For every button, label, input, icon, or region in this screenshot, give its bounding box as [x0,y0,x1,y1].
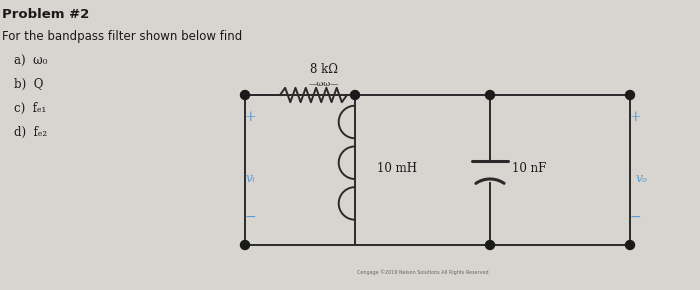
Circle shape [351,90,360,99]
Text: Cengage ©2019 Nelson Solutions All Rights Reserved: Cengage ©2019 Nelson Solutions All Right… [357,269,489,275]
Text: −: − [629,210,641,224]
Text: d)  fₑ₂: d) fₑ₂ [14,126,47,139]
Circle shape [626,240,634,249]
Text: vᵢ: vᵢ [245,171,255,184]
Circle shape [486,90,494,99]
Text: For the bandpass filter shown below find: For the bandpass filter shown below find [2,30,242,43]
Text: 10 nF: 10 nF [512,162,547,175]
Circle shape [241,240,249,249]
Text: b)  Q: b) Q [14,78,43,91]
Text: Problem #2: Problem #2 [2,8,90,21]
Text: 8 kΩ: 8 kΩ [309,63,337,76]
Text: c)  fₑ₁: c) fₑ₁ [14,102,46,115]
Circle shape [486,240,494,249]
Text: —ωω—: —ωω— [308,80,339,88]
Text: −: − [244,210,256,224]
Text: a)  ω₀: a) ω₀ [14,55,48,68]
Text: +: + [629,110,641,124]
Circle shape [626,90,634,99]
Text: 10 mH: 10 mH [377,162,417,175]
Text: vₒ: vₒ [636,171,648,184]
Circle shape [241,90,249,99]
Text: +: + [244,110,256,124]
